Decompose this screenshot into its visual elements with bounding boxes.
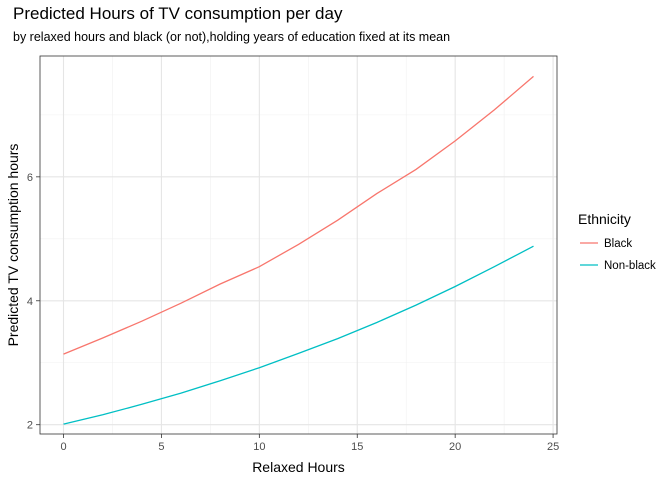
series-line-non-black — [63, 245, 534, 425]
y-tick-label: 6 — [27, 172, 33, 184]
x-tick-label: 10 — [253, 441, 265, 453]
legend-label: Non-black — [604, 260, 656, 272]
x-tick-label: 25 — [547, 441, 559, 453]
y-tick-label: 4 — [27, 296, 33, 308]
y-tick-label: 2 — [27, 420, 33, 432]
x-tick-label: 15 — [351, 441, 363, 453]
legend-label: Black — [604, 238, 632, 250]
chart-title: Predicted Hours of TV consumption per da… — [13, 4, 343, 23]
legend-title: Ethnicity — [578, 211, 631, 227]
series-line-black — [63, 75, 534, 355]
plot-panel-border — [39, 55, 558, 435]
y-axis-title: Predicted TV consumption hours — [5, 144, 21, 347]
x-tick-label: 5 — [158, 441, 164, 453]
x-tick-label: 0 — [60, 441, 66, 453]
legend: Ethnicity Black Non-black — [578, 211, 656, 272]
x-axis-title: Relaxed Hours — [252, 459, 345, 475]
chart-subtitle: by relaxed hours and black (or not),hold… — [13, 30, 451, 44]
x-tick-label: 20 — [449, 441, 461, 453]
